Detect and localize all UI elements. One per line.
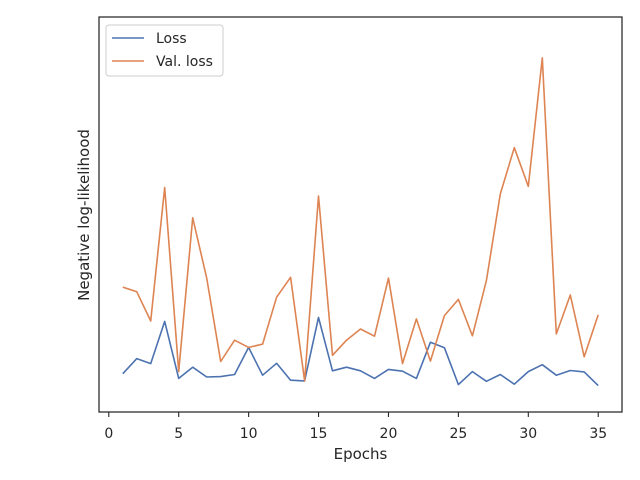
x-axis-label: Epochs [334, 445, 388, 463]
y-axis-label: Negative log-likelihood [75, 129, 93, 301]
legend-label-val-loss: Val. loss [156, 54, 213, 70]
plot-area [99, 17, 622, 412]
x-axis-ticks: 0 5 10 15 20 25 30 35 [104, 412, 607, 442]
x-tick-label: 10 [240, 426, 258, 442]
x-tick-label: 30 [519, 426, 537, 442]
legend-label-loss: Loss [156, 31, 187, 47]
plot-frame [98, 16, 623, 413]
x-tick-label: 35 [589, 426, 607, 442]
x-tick-label: 0 [104, 426, 113, 442]
x-tick-label: 25 [449, 426, 467, 442]
series-lines [122, 57, 599, 387]
series-line-val-loss [122, 57, 599, 382]
x-tick-label: 5 [174, 426, 183, 442]
x-tick-label: 20 [380, 426, 398, 442]
series-line-loss [122, 316, 599, 387]
x-tick-label: 15 [310, 426, 328, 442]
legend: Loss Val. loss [105, 24, 224, 77]
